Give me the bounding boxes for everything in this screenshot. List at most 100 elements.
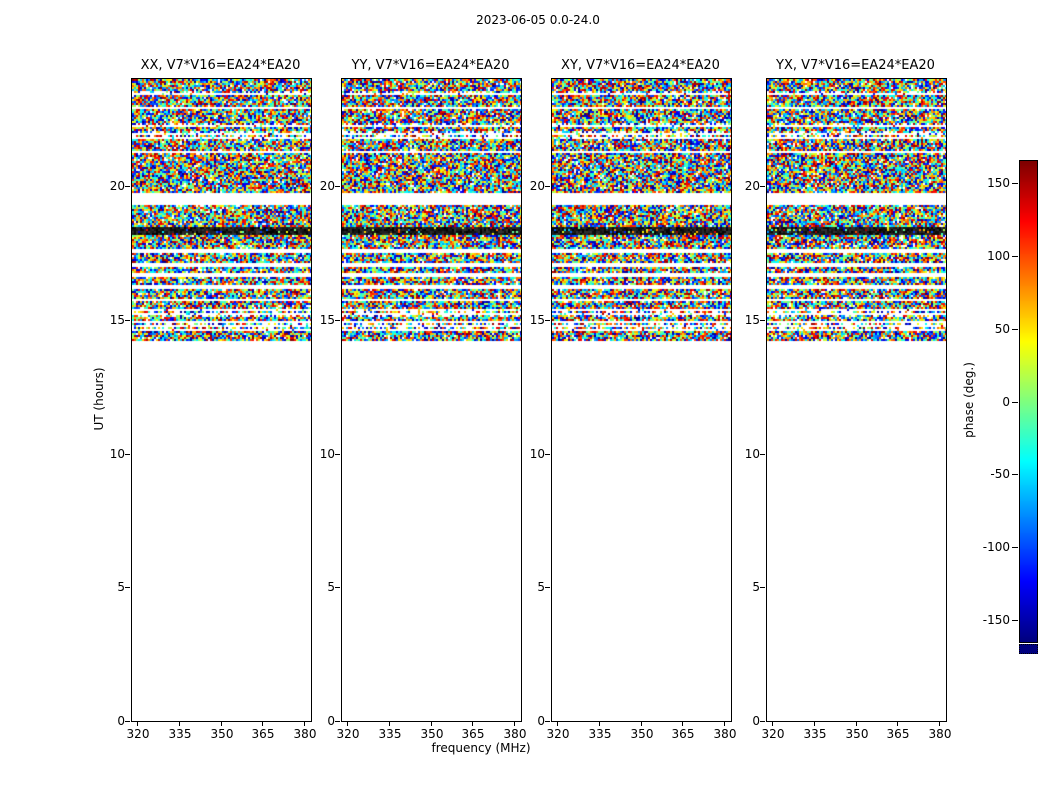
x-tick-mark [897, 722, 898, 726]
y-tick-label: 0 [537, 714, 545, 728]
y-tick-mark [545, 721, 550, 722]
x-tick-label: 320 [546, 727, 570, 741]
y-tick-label: 10 [744, 447, 760, 461]
y-tick-mark [125, 186, 130, 187]
x-tick-label: 350 [845, 727, 869, 741]
y-tick-mark [760, 186, 765, 187]
x-tick-mark [939, 722, 940, 726]
y-tick-label: 5 [327, 580, 335, 594]
y-tick-label: 20 [319, 179, 335, 193]
x-tick-mark [772, 722, 773, 726]
x-tick-mark [304, 722, 305, 726]
x-tick-label: 350 [420, 727, 444, 741]
panel-title: YY, V7*V16=EA24*EA20 [351, 58, 510, 73]
panel-yy: YY, V7*V16=EA24*EA20 0 5 10 15 20 320 335 350 36… [320, 58, 527, 758]
panel-xx: XX, V7*V16=EA24*EA20 0 5 10 15 20 320 335 350 36… [110, 58, 317, 758]
x-tick-label: 380 [503, 727, 527, 741]
x-tick-label: 365 [251, 727, 275, 741]
x-tick-label: 350 [210, 727, 234, 741]
y-tick-mark [545, 454, 550, 455]
x-tick-label: 335 [378, 727, 402, 741]
y-tick-mark [545, 587, 550, 588]
y-tick-mark [545, 320, 550, 321]
y-tick-mark [760, 721, 765, 722]
x-tick-mark [682, 722, 683, 726]
y-tick-mark [125, 320, 130, 321]
colorbar-tick-mark [1012, 183, 1018, 184]
y-tick-mark [125, 454, 130, 455]
y-tick-mark [335, 721, 340, 722]
y-tick-label: 15 [109, 313, 125, 327]
colorbar-tick-mark [1012, 474, 1018, 475]
x-tick-mark [262, 722, 263, 726]
y-tick-mark [125, 721, 130, 722]
y-tick-label: 5 [117, 580, 125, 594]
y-tick-mark [125, 587, 130, 588]
colorbar [1019, 160, 1038, 643]
x-tick-mark [389, 722, 390, 726]
y-tick-mark [545, 186, 550, 187]
heatmap-canvas [767, 79, 946, 721]
plot-area [131, 78, 312, 722]
x-tick-label: 365 [461, 727, 485, 741]
y-tick-label: 5 [537, 580, 545, 594]
x-tick-mark [641, 722, 642, 726]
x-tick-label: 320 [761, 727, 785, 741]
panel-yx: YX, V7*V16=EA24*EA20 0 5 10 15 20 320 335 350 36… [745, 58, 952, 758]
x-tick-label: 365 [671, 727, 695, 741]
colorbar-extend [1019, 644, 1038, 654]
y-tick-mark [335, 186, 340, 187]
panel-xy: XY, V7*V16=EA24*EA20 0 5 10 15 20 320 335 350 36… [530, 58, 737, 758]
y-tick-mark [760, 320, 765, 321]
x-tick-label: 335 [168, 727, 192, 741]
colorbar-tick-label: 0 [1002, 395, 1010, 409]
x-tick-label: 365 [886, 727, 910, 741]
heatmap-canvas [552, 79, 731, 721]
x-tick-label: 350 [630, 727, 654, 741]
y-tick-label: 0 [327, 714, 335, 728]
colorbar-tick-mark [1012, 547, 1018, 548]
figure-title: 2023-06-05 0.0-24.0 [476, 13, 600, 27]
plot-area [341, 78, 522, 722]
colorbar-tick-mark [1012, 620, 1018, 621]
x-tick-mark [599, 722, 600, 726]
y-tick-mark [760, 587, 765, 588]
x-tick-mark [137, 722, 138, 726]
panel-title: YX, V7*V16=EA24*EA20 [776, 58, 935, 73]
heatmap-canvas [342, 79, 521, 721]
y-tick-label: 15 [744, 313, 760, 327]
colorbar-tick-mark [1012, 402, 1018, 403]
heatmap-canvas [132, 79, 311, 721]
y-axis-label: UT (hours) [92, 367, 106, 431]
y-tick-label: 20 [744, 179, 760, 193]
x-tick-label: 335 [588, 727, 612, 741]
y-tick-label: 10 [319, 447, 335, 461]
x-tick-mark [724, 722, 725, 726]
x-tick-label: 320 [126, 727, 150, 741]
plot-area [766, 78, 947, 722]
panel-title: XX, V7*V16=EA24*EA20 [140, 58, 301, 73]
x-tick-label: 380 [928, 727, 952, 741]
plot-area [551, 78, 732, 722]
x-tick-mark [514, 722, 515, 726]
y-tick-label: 5 [752, 580, 760, 594]
colorbar-tick-mark [1012, 256, 1018, 257]
x-tick-label: 380 [293, 727, 317, 741]
colorbar-tick-label: -150 [982, 613, 1010, 627]
y-tick-mark [335, 454, 340, 455]
colorbar-canvas [1020, 161, 1037, 642]
y-tick-mark [335, 587, 340, 588]
colorbar-tick-mark [1012, 329, 1018, 330]
x-tick-label: 335 [803, 727, 827, 741]
x-tick-mark [347, 722, 348, 726]
x-tick-label: 320 [336, 727, 360, 741]
colorbar-tick-label: 50 [994, 322, 1010, 336]
x-tick-mark [179, 722, 180, 726]
colorbar-tick-label: -100 [982, 540, 1010, 554]
y-tick-label: 10 [529, 447, 545, 461]
y-tick-label: 0 [117, 714, 125, 728]
y-tick-label: 20 [109, 179, 125, 193]
y-tick-mark [760, 454, 765, 455]
x-tick-mark [814, 722, 815, 726]
